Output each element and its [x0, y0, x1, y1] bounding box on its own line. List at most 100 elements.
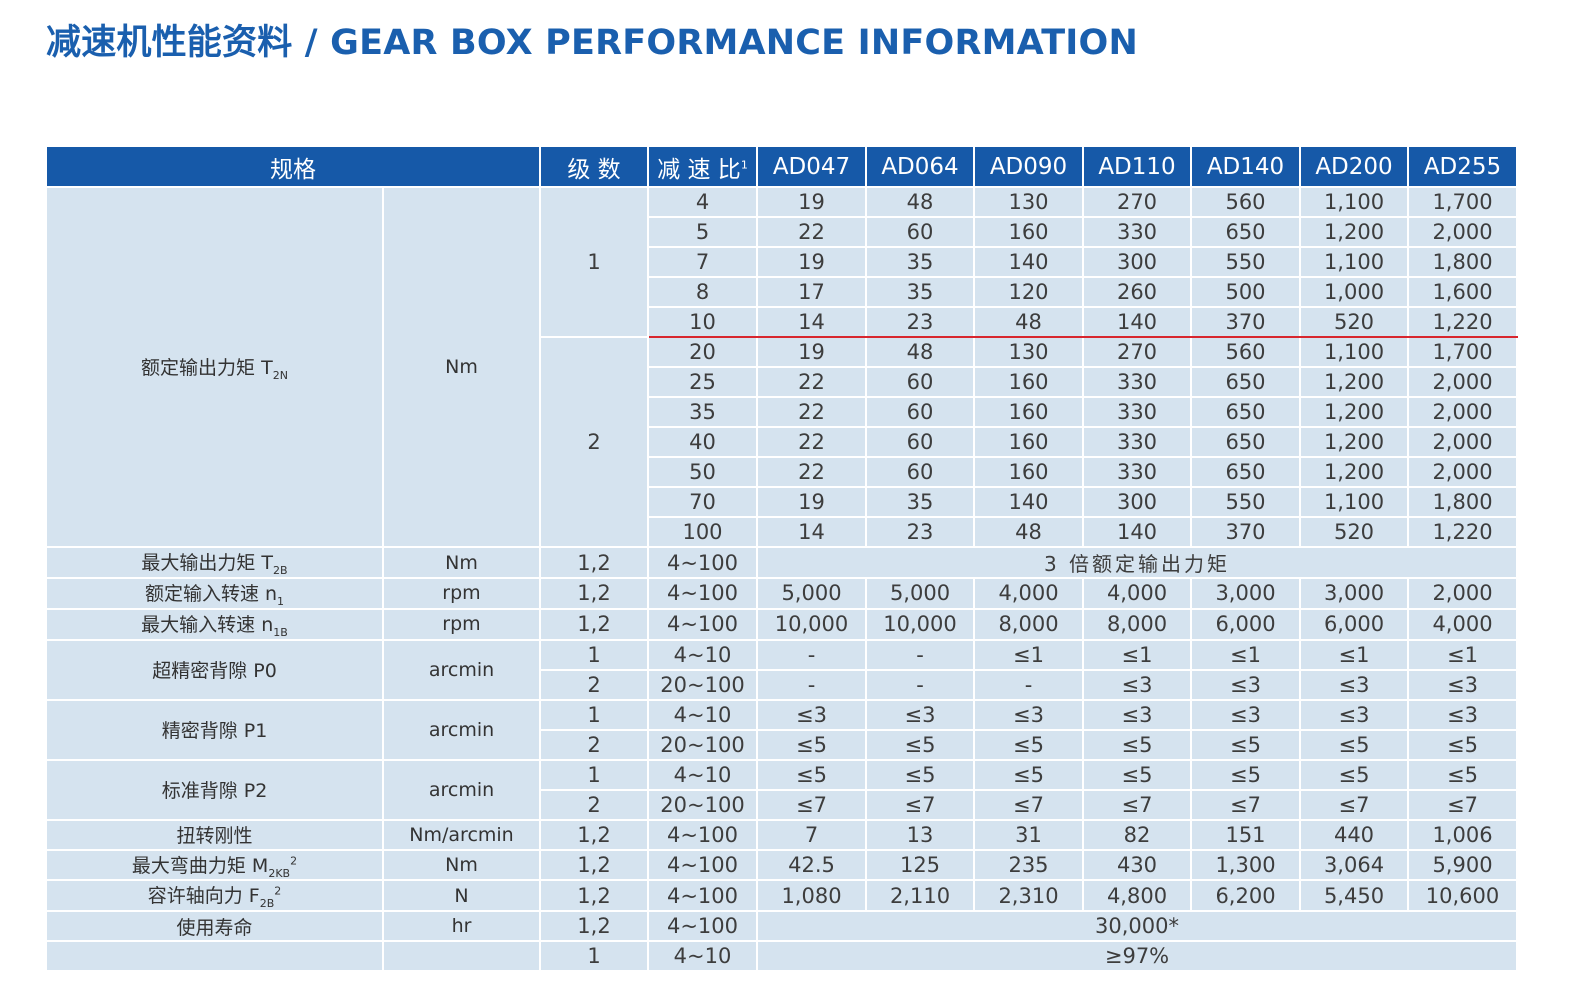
- value-cell: 60: [865, 456, 975, 488]
- value-cell: 650: [1190, 426, 1301, 458]
- value-cell: 1,100: [1299, 186, 1409, 218]
- table-row: 额定输入转速 n1 rpm 1,2 4~100 5,000 5,000 4,00…: [45, 577, 1518, 610]
- ratio-cell: 4~100: [647, 577, 758, 610]
- value-cell: -: [973, 668, 1084, 701]
- table-row: 1 4~10 ≥97%: [45, 940, 1518, 973]
- value-cell: 330: [1082, 396, 1192, 428]
- value-cell: 7: [756, 818, 867, 851]
- value-cell: 10,000: [756, 607, 867, 641]
- value-cell: 14: [756, 306, 867, 338]
- ratio-cell: 20: [647, 336, 758, 368]
- value-cell: -: [756, 638, 867, 671]
- value-cell: ≤5: [1190, 728, 1301, 761]
- stage-cell: 1: [539, 638, 649, 671]
- value-cell: ≤1: [1299, 638, 1409, 671]
- header-stages: 级 数: [539, 145, 649, 188]
- value-cell: 60: [865, 216, 975, 248]
- table-row: 最大输入转速 n1B rpm 1,2 4~100 10,000 10,000 8…: [45, 607, 1518, 641]
- ratio-cell: 35: [647, 396, 758, 428]
- value-cell: 2,000: [1407, 456, 1518, 488]
- unit-cell: Nm: [382, 546, 541, 579]
- value-cell: 330: [1082, 426, 1192, 458]
- table-row: 超精密背隙 P0 arcmin 1 4~10 - - ≤1 ≤1 ≤1 ≤1 ≤…: [45, 638, 1518, 701]
- value-cell: 10,600: [1407, 879, 1518, 913]
- header-model: AD255: [1407, 145, 1518, 188]
- value-cell: 2,000: [1407, 366, 1518, 398]
- value-cell: 1,300: [1190, 848, 1301, 882]
- value-cell: ≤7: [756, 788, 867, 821]
- value-cell: 5,000: [865, 577, 975, 610]
- value-cell: 82: [1082, 818, 1192, 851]
- value-cell: 151: [1190, 818, 1301, 851]
- value-cell: 125: [865, 848, 975, 882]
- rated-torque-label: 额定输出力矩 T2N: [45, 186, 384, 548]
- ratio-cell: 70: [647, 486, 758, 518]
- rated-torque-unit: Nm: [382, 186, 541, 548]
- value-cell: ≤5: [1082, 758, 1192, 791]
- ratio-cell: 4~100: [647, 607, 758, 641]
- value-cell: ≤1: [1190, 638, 1301, 671]
- value-cell: 2,310: [973, 879, 1084, 913]
- value-cell: -: [865, 638, 975, 671]
- value-cell: 6,000: [1299, 607, 1409, 641]
- unit-cell: hr: [382, 910, 541, 943]
- header-ratio-note: 1: [740, 157, 748, 171]
- life-label: 使用寿命: [45, 910, 384, 943]
- axial-sup: 2: [274, 885, 282, 899]
- value-cell: 48: [865, 186, 975, 218]
- value-cell: 22: [756, 456, 867, 488]
- value-cell: 13: [865, 818, 975, 851]
- value-cell: 2,000: [1407, 577, 1518, 610]
- value-cell: 520: [1299, 306, 1409, 338]
- stage-cell: 1,2: [539, 577, 649, 610]
- value-cell: 4,800: [1082, 879, 1192, 913]
- value-cell: 330: [1082, 456, 1192, 488]
- stage-cell: 1,2: [539, 879, 649, 913]
- value-cell: 22: [756, 396, 867, 428]
- unit-cell: arcmin: [382, 698, 541, 761]
- merged-value-cell: 3 倍额定输出力矩: [756, 546, 1518, 579]
- value-cell: 1,080: [756, 879, 867, 913]
- header-model: AD110: [1082, 145, 1192, 188]
- ratio-cell: 7: [647, 246, 758, 278]
- value-cell: 1,100: [1299, 336, 1409, 368]
- table-row: 40 22 60 160 330 650 1,200 2,000: [46, 426, 1518, 458]
- value-cell: ≤7: [865, 788, 975, 821]
- value-cell: 4,000: [1407, 607, 1518, 641]
- table-row: 最大输出力矩 T2B Nm 1,2 4~100 3 倍额定输出力矩: [45, 546, 1518, 579]
- ratio-cell: 4~10: [647, 698, 758, 731]
- value-cell: -: [756, 668, 867, 701]
- table-row: 5 22 60 160 330 650 1,200 2,000: [46, 216, 1518, 248]
- value-cell: ≤5: [973, 728, 1084, 761]
- table-row: 8 17 35 120 260 500 1,000 1,600: [46, 276, 1518, 308]
- axial-label: 容许轴向力 F2B2: [45, 879, 384, 913]
- value-cell: ≤7: [1190, 788, 1301, 821]
- value-cell: 120: [973, 276, 1084, 308]
- table-row: 额定输出力矩 T2N Nm 1 4 19 48 130 270 560 1,10…: [45, 186, 1518, 548]
- value-cell: 8,000: [973, 607, 1084, 641]
- bending-sub: 2KB: [268, 866, 291, 880]
- value-cell: 14: [756, 516, 867, 548]
- bending-label-text: 最大弯曲力矩 M: [131, 854, 269, 877]
- table-row: 50 22 60 160 330 650 1,200 2,000: [46, 456, 1518, 488]
- max-speed-label: 最大输入转速 n1B: [45, 607, 384, 641]
- value-cell: 160: [973, 216, 1084, 248]
- value-cell: 19: [756, 486, 867, 518]
- backlash-p1-label: 精密背隙 P1: [45, 698, 384, 761]
- value-cell: ≤5: [1299, 758, 1409, 791]
- value-cell: ≤5: [1407, 728, 1518, 761]
- ratio-cell: 4~100: [647, 879, 758, 913]
- value-cell: 1,200: [1299, 426, 1409, 458]
- stage-cell: 1,2: [539, 848, 649, 882]
- value-cell: 1,006: [1407, 818, 1518, 851]
- bending-sup: 2: [290, 854, 298, 868]
- stage-cell: 1,2: [539, 546, 649, 579]
- value-cell: 19: [756, 186, 867, 218]
- value-cell: 130: [973, 336, 1084, 368]
- table-row: 标准背隙 P2 arcmin 1 4~10 ≤5 ≤5 ≤5 ≤5 ≤5 ≤5 …: [45, 758, 1518, 821]
- ratio-cell: 25: [647, 366, 758, 398]
- value-cell: 1,100: [1299, 246, 1409, 278]
- value-cell: 130: [973, 186, 1084, 218]
- value-cell: 560: [1190, 186, 1301, 218]
- stage-cell: 1,2: [539, 818, 649, 851]
